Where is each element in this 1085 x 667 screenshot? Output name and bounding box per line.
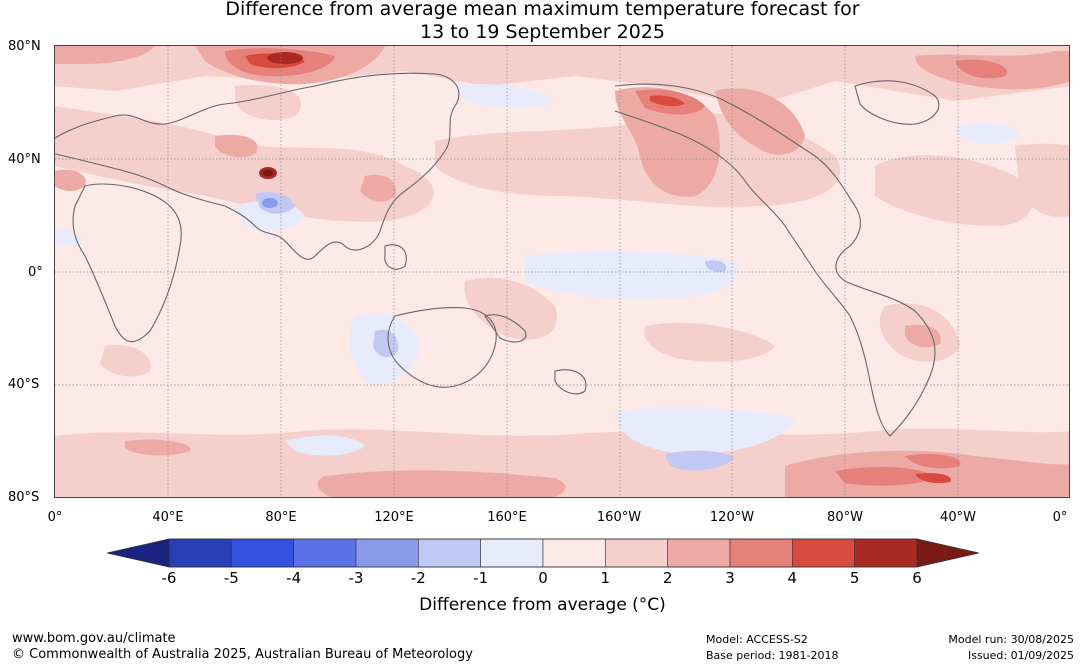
colour-scale-cell (729, 538, 793, 568)
anomaly-minus-1-to-0-regions (55, 84, 1020, 456)
coastlines (55, 72, 940, 437)
lon-label-40w: 40°W (940, 510, 976, 525)
graticule (55, 46, 1069, 497)
lat-label-40s: 40°S (8, 377, 40, 392)
colour-scale-label: Difference from average (°C) (419, 595, 666, 615)
colour-scale-tick-label: -1 (473, 569, 489, 587)
colour-scale-tick-label: 6 (912, 569, 922, 587)
colour-scale-tick-label: -5 (223, 569, 239, 587)
anomaly-minus-3-to-minus-2-regions (262, 198, 278, 208)
colour-scale-cell (480, 538, 544, 568)
lon-label-120w: 120°W (709, 510, 755, 525)
lon-label-120e: 120°E (374, 510, 414, 525)
lon-label-160w: 160°W (596, 510, 642, 525)
colour-scale-tick-label: 2 (662, 569, 673, 587)
lon-label-160e: 160°E (487, 510, 527, 525)
colour-scale (106, 538, 980, 568)
map-canvas (55, 46, 1069, 497)
colour-scale-cell (605, 538, 668, 568)
colour-scale-arrow-max (917, 539, 979, 567)
lat-label-0: 0° (28, 265, 43, 280)
lat-label-80n: 80°N (8, 39, 41, 54)
colour-scale-cell (293, 538, 357, 568)
colour-scale-arrow-min (107, 539, 169, 567)
footer-base-period: Base period: 1981-2018 (706, 649, 839, 662)
colour-scale-cell (854, 538, 918, 568)
lon-label-0-right: 0° (1052, 510, 1068, 525)
lon-label-80w: 80°W (827, 510, 863, 525)
colour-scale-cell (542, 538, 606, 568)
colour-scale-cells (168, 538, 918, 568)
colour-scale-tick-label: -2 (410, 569, 426, 587)
footer-model-run: Model run: 30/08/2025 (948, 633, 1074, 646)
colour-scale-tick-label: -3 (348, 569, 364, 587)
lat-label-80s: 80°S (8, 490, 40, 505)
footer-copyright: © Commonwealth of Australia 2025, Austra… (12, 647, 473, 662)
colour-scale-tick-label: 3 (725, 569, 735, 587)
anomaly-above-6-hotspot (263, 169, 273, 177)
lon-label-80e: 80°E (265, 510, 297, 525)
colour-scale-tick-label: -6 (161, 569, 177, 587)
map-title-line-1: Difference from average mean maximum tem… (225, 0, 860, 20)
colour-scale-bar (106, 538, 980, 568)
lon-label-40e: 40°E (152, 510, 184, 525)
footer-model: Model: ACCESS-S2 (706, 633, 808, 646)
temperature-anomaly-map (54, 45, 1070, 498)
colour-scale-tick-label: 0 (538, 569, 548, 587)
colour-scale-tick-label: 4 (787, 569, 798, 587)
colour-scale-cell (355, 538, 419, 568)
colour-scale-tick-label: 1 (600, 569, 611, 587)
colour-scale-cell (418, 538, 481, 568)
colour-scale-cell (792, 538, 855, 568)
colour-scale-cell (231, 538, 294, 568)
footer-issued: Issued: 01/09/2025 (967, 649, 1074, 662)
map-title-line-2: 13 to 19 September 2025 (420, 21, 665, 43)
lon-label-0-left: 0° (47, 510, 63, 525)
colour-scale-tick-label: -4 (286, 569, 302, 587)
colour-scale-cell (667, 538, 731, 568)
lat-label-40n: 40°N (8, 152, 41, 167)
colour-scale-tick-label: 5 (849, 569, 860, 587)
anomaly-minus-2-to-minus-1-regions (255, 192, 735, 471)
footer-website: www.bom.gov.au/climate (12, 631, 176, 646)
colour-scale-cell (168, 538, 232, 568)
